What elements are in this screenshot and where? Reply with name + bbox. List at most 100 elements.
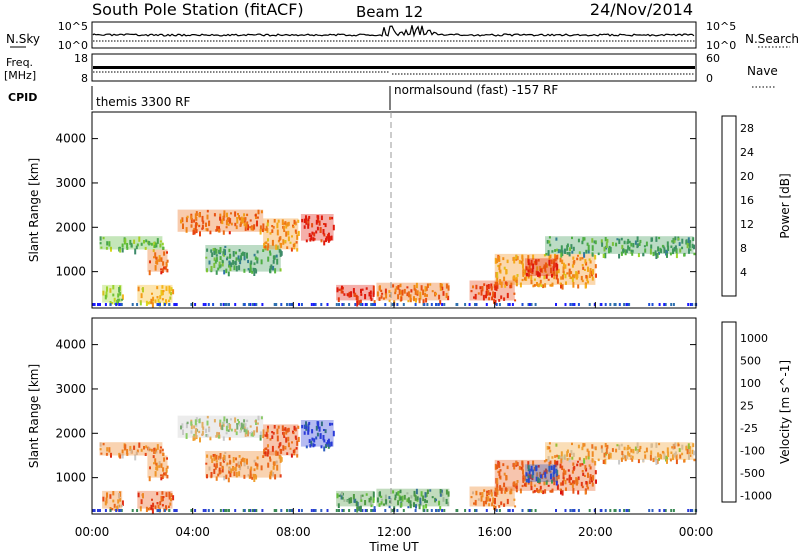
power-echo-cell [134,248,137,255]
velocity-echo-cell [256,463,259,467]
power-echo-cell [347,293,350,297]
velocity-echo-cell [239,423,241,427]
velocity-echo-cell [397,500,400,506]
velocity-echo-cell [99,509,101,512]
velocity-echo-cell [238,464,241,468]
power-echo-cell [373,300,376,305]
power-echo-cell [527,259,530,265]
velocity-echo-cell [581,485,584,489]
velocity-echo-cell [254,474,257,477]
velocity-echo-cell [548,442,551,445]
velocity-echo-cell [493,505,496,510]
power-echo-cell [566,243,569,247]
velocity-echo-cell [528,468,531,475]
power-echo-cell [310,234,313,241]
power-echo-cell [307,219,310,226]
power-echo-cell [445,283,448,289]
power-echo-cell [289,241,292,244]
power-echo-cell [475,284,478,290]
power-echo-cell [305,215,307,220]
power-echo-cell [372,303,375,306]
power-echo-cell [496,258,499,264]
power-echo-cell [673,246,676,252]
velocity-echo-cell [507,509,510,512]
colorbar-tick-label: 500 [740,354,761,367]
velocity-echo-cell [277,425,280,429]
velocity-echo-cell [569,509,572,512]
power-echo-cell [577,303,580,306]
velocity-echo-cell [232,468,235,471]
power-echo-cell [549,284,552,287]
velocity-echo-cell [604,509,607,512]
power-echo-cell [160,268,163,271]
power-echo-cell [627,238,630,244]
velocity-echo-cell [359,505,362,512]
power-echo-cell [290,247,293,252]
power-echo-cell [253,253,256,257]
velocity-echo-cell [130,448,133,454]
velocity-echo-cell [591,444,594,449]
power-echo-cell [485,290,488,296]
power-echo-cell [287,236,290,242]
power-echo-cell [228,231,231,235]
velocity-echo-cell [279,474,282,478]
velocity-echo-cell [213,468,216,474]
velocity-echo-cell [238,471,241,477]
velocity-echo-cell [540,490,543,494]
velocity-echo-cell [337,503,340,508]
power-echo-cell [112,285,115,290]
velocity-echo-cell [562,468,565,473]
power-echo-cell [105,246,108,250]
velocity-echo-cell [164,472,167,476]
velocity-echo-cell [381,498,384,501]
power-echo-cell [341,290,344,294]
power-echo-cell [288,303,291,306]
power-echo-cell [528,262,531,269]
power-echo-cell [273,255,276,260]
velocity-echo-cell [604,443,607,448]
power-echo-cell [399,283,402,288]
velocity-echo-cell [431,496,434,499]
power-echo-cell [561,274,564,280]
power-echo-cell [323,233,326,237]
velocity-echo-cell [327,438,330,444]
power-echo-cell [399,290,402,295]
velocity-echo-cell [422,509,425,512]
velocity-echo-cell [526,473,529,476]
power-echo-cell [167,299,170,303]
power-echo-cell [498,264,501,271]
power-echo-cell [315,219,318,225]
power-echo-cell [593,240,596,244]
velocity-echo-cell [143,446,145,450]
velocity-echo-cell [650,450,653,455]
power-echo-cell [263,243,266,249]
power-echo-cell [494,300,497,305]
velocity-echo-cell [441,509,444,512]
power-echo-cell [614,303,617,306]
velocity-echo-cell [583,474,586,477]
velocity-echo-cell [263,449,266,455]
velocity-echo-cell [110,452,112,458]
power-echo-cell [479,286,482,290]
power-echo-cell [636,236,639,243]
power-echo-cell [525,276,528,281]
velocity-echo-cell [521,484,524,488]
velocity-echo-cell [201,421,204,428]
power-echo-cell [229,254,232,259]
velocity-echo-cell [165,470,168,473]
velocity-echo-region [336,490,374,507]
power-echo-cell [369,294,372,299]
power-echo-cell [249,219,252,222]
power-echo-cell [365,303,368,306]
power-echo-cell [397,285,400,290]
power-echo-cell [379,285,381,291]
power-echo-cell [512,275,515,280]
velocity-echo-cell [529,474,532,479]
power-echo-cell [249,267,252,273]
velocity-echo-cell [113,503,116,508]
velocity-echo-cell [672,509,675,512]
velocity-echo-cell [242,509,245,512]
power-echo-cell [252,267,255,272]
velocity-echo-region [137,490,173,509]
velocity-echo-cell [621,450,624,456]
